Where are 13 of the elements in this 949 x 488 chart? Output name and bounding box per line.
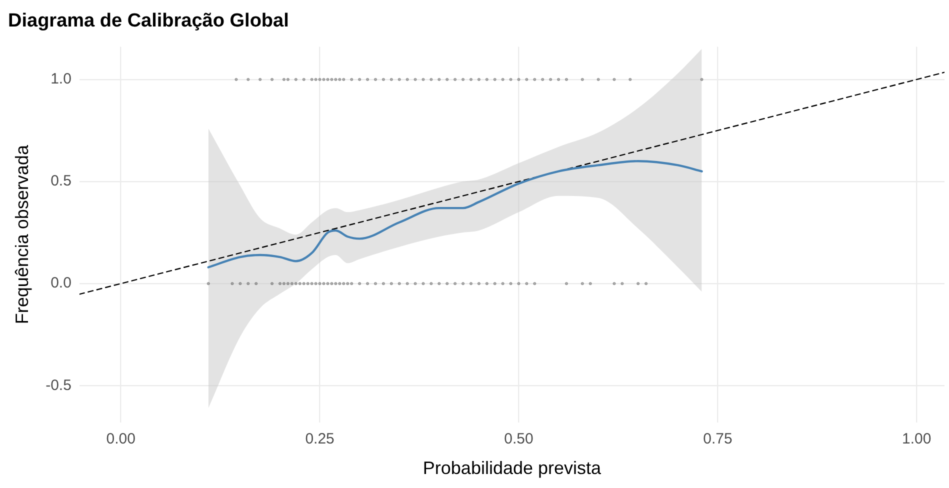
y-tick-label: 0.0 — [50, 274, 72, 292]
chart-title: Diagrama de Calibração Global — [8, 10, 289, 32]
y-tick-label: -0.5 — [46, 376, 72, 394]
x-tick-label: 1.00 — [902, 430, 932, 448]
line-series — [207, 160, 703, 268]
y-axis-title: Frequência observada — [12, 144, 32, 324]
x-axis-title: Probabilidade prevista — [422, 458, 602, 478]
x-tick-label: 0.25 — [305, 430, 334, 448]
y-tick-label: 1.0 — [50, 70, 72, 88]
y-tick-label: 0.5 — [50, 172, 72, 190]
x-tick-label: 0.50 — [504, 430, 534, 448]
x-tick-label: 0.00 — [106, 430, 136, 448]
x-tick-label: 0.75 — [703, 430, 732, 448]
